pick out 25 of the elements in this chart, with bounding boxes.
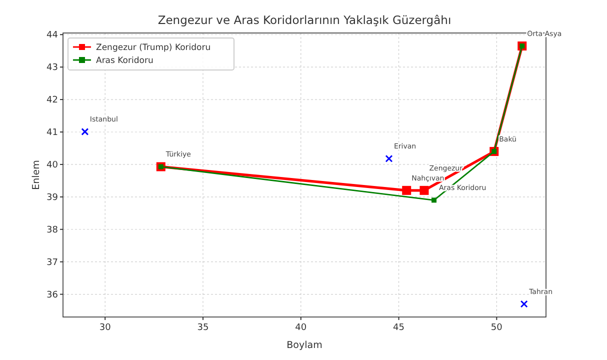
y-tick-label: 36: [46, 290, 58, 300]
legend-label: Aras Koridoru: [96, 56, 154, 66]
x-tick-label: 50: [490, 323, 503, 333]
y-tick-label: 37: [46, 258, 58, 268]
point: [81, 128, 89, 136]
legend-label: Zengezur (Trump) Koridoru: [96, 43, 211, 53]
point: [420, 186, 429, 195]
y-tick-label: 44: [46, 30, 58, 41]
x-axis-title: Boylam: [286, 340, 322, 351]
y-tick-label: 42: [46, 96, 58, 106]
point: [385, 154, 393, 162]
chart-title: Zengezur ve Aras Koridorlarının Yaklaşık Güzergâhı: [158, 13, 452, 27]
point: [402, 186, 412, 195]
x-tick-label: 45: [393, 323, 404, 333]
point: [432, 198, 437, 203]
x-tick-label: 35: [197, 323, 209, 333]
y-tick-label: 38: [46, 225, 58, 236]
y-tick-label: 41: [46, 128, 58, 138]
y-tick-label: 39: [46, 192, 58, 203]
point: [520, 300, 528, 308]
x-tick-label: 30: [99, 323, 112, 333]
y-tick-label: 43: [46, 63, 58, 74]
y-axis-title: Enlem: [31, 160, 42, 190]
y-tick-label: 40: [46, 160, 58, 170]
x-tick-label: 40: [295, 323, 307, 333]
